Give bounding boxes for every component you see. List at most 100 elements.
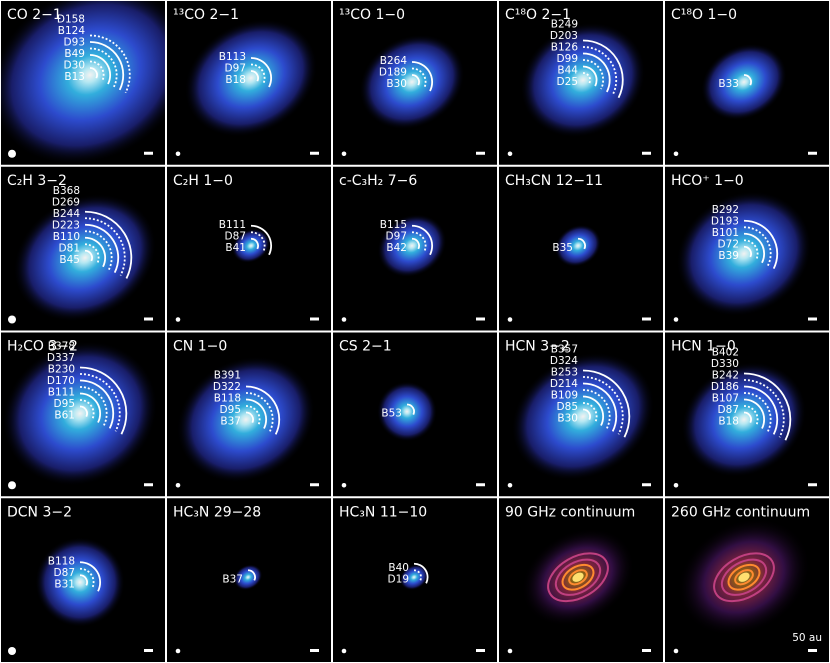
ring-label: D324 <box>550 355 578 367</box>
ring-arc <box>84 210 133 279</box>
ring-label: D81 <box>59 242 80 254</box>
scale-bar <box>808 649 817 652</box>
ring-arc <box>247 569 256 581</box>
emission <box>511 352 655 481</box>
ring-label: B118 <box>48 555 75 567</box>
ring-label: B30 <box>386 78 407 90</box>
ring-arc <box>582 52 611 93</box>
ring-label: B107 <box>712 393 739 405</box>
ring-label: B31 <box>54 578 75 590</box>
scale-bar <box>808 151 817 155</box>
ring-label: B110 <box>53 231 80 243</box>
ring-label: B45 <box>59 254 80 266</box>
ring-label: D186 <box>711 381 739 393</box>
ring-arc <box>743 405 759 426</box>
ring-arc <box>79 405 88 418</box>
emission <box>681 361 807 478</box>
beam <box>8 149 16 158</box>
panel-title: HCO⁺ 1−0 <box>671 173 744 189</box>
ring-label: B402 <box>712 347 739 359</box>
emission <box>359 34 465 130</box>
emission <box>35 537 125 628</box>
beam <box>673 482 679 488</box>
ring-arc <box>582 395 604 426</box>
panel-title: HCN 1−0 <box>671 339 736 355</box>
ring-arc <box>89 34 131 94</box>
ring-arc <box>250 231 266 253</box>
panel: 90 GHz continuum <box>499 498 663 662</box>
emission-glow <box>554 224 602 267</box>
panel-title: HCN 3−2 <box>505 339 570 355</box>
scale-bar <box>476 317 485 321</box>
ring-arc <box>743 379 785 438</box>
emission-glow <box>184 18 318 138</box>
scale-bar <box>476 649 485 652</box>
emission <box>2 340 158 487</box>
ring-label: B39 <box>718 250 739 262</box>
ring-arc <box>250 237 259 250</box>
ring-label: B244 <box>53 208 81 220</box>
ring-arc <box>582 39 624 99</box>
ring-label: B264 <box>380 55 408 67</box>
emission-glow <box>676 191 812 317</box>
emission <box>521 528 635 627</box>
ring-label: D97 <box>386 230 407 242</box>
ring-arc <box>582 72 591 84</box>
panel-title: ¹³CO 1−0 <box>339 7 405 23</box>
ring-arc <box>89 41 125 91</box>
scale-bar <box>642 317 651 321</box>
scale-bar <box>310 151 319 155</box>
emission <box>399 564 429 591</box>
panel-title: C₂H 3−2 <box>7 173 67 189</box>
ring-arc <box>743 232 765 264</box>
beam <box>507 648 513 654</box>
panel-title: H₂CO 3−2 <box>7 339 78 355</box>
emission-glow <box>359 34 465 130</box>
beam <box>507 482 513 488</box>
ring-arc <box>89 54 111 85</box>
emission-glow <box>520 22 646 138</box>
scale-bar <box>642 483 651 487</box>
emission-glow <box>35 537 125 628</box>
scale-bar <box>476 151 485 155</box>
ring-label: B13 <box>64 71 85 83</box>
beam <box>673 648 679 654</box>
ring-arc <box>79 574 88 586</box>
ring <box>568 569 588 586</box>
ring-arc <box>743 245 752 258</box>
ring-arc <box>245 411 254 424</box>
ring-arc <box>582 408 591 421</box>
ring-arc <box>79 567 95 589</box>
ring-label: D337 <box>47 352 75 364</box>
ring-arc <box>79 392 101 423</box>
ring-label: B61 <box>54 410 75 422</box>
emission-glow <box>681 361 807 478</box>
ring-label: B33 <box>718 78 739 90</box>
scale-bar <box>642 151 651 155</box>
ring-arc <box>411 237 420 250</box>
panel: 260 GHz continuum 50 au <box>665 498 829 662</box>
ring-label: B115 <box>380 219 407 231</box>
beam <box>673 151 679 157</box>
beam <box>8 315 16 324</box>
beam <box>341 317 347 322</box>
beam <box>507 151 513 157</box>
emission-glow <box>377 214 447 278</box>
ring-arc <box>84 217 126 276</box>
panel-title: HC₃N 29−28 <box>173 504 261 520</box>
ring-arc <box>411 67 427 89</box>
ring-label: B391 <box>214 370 241 382</box>
ring-label: D189 <box>379 67 407 79</box>
ring-arc <box>250 70 259 82</box>
ring-arc <box>743 219 779 270</box>
ring-label: D87 <box>718 404 739 416</box>
ring <box>720 558 768 596</box>
ring-label: B44 <box>557 65 578 77</box>
